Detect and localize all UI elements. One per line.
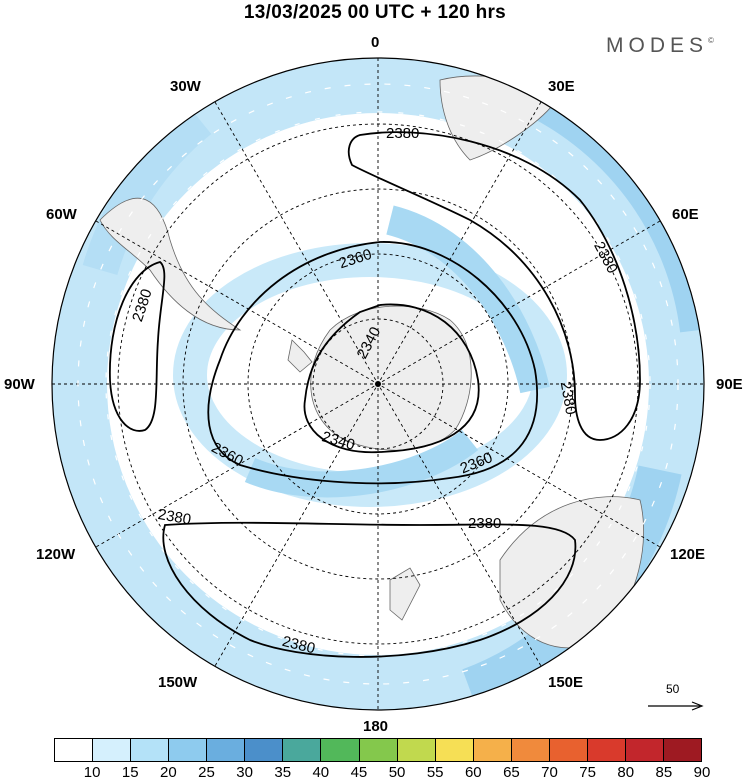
- colorbar-tick-label: 15: [121, 764, 139, 781]
- contour-2380-west: [109, 261, 166, 432]
- colorbar-swatch: [587, 739, 626, 761]
- colorbar-tick-label: 20: [160, 764, 177, 781]
- lon-label-180: 180: [363, 718, 389, 735]
- contour-2380-south: [162, 521, 577, 658]
- height-contours: [109, 131, 641, 658]
- colorbar-swatch: [435, 739, 474, 761]
- lon-label-60e: 60E: [672, 206, 699, 223]
- lon-label-30e: 30E: [548, 78, 575, 95]
- colorbar-swatch: [625, 739, 664, 761]
- contour-2380-east: [347, 131, 641, 441]
- contour-label: 2380: [557, 380, 580, 416]
- colorbar-tick-label: 40: [312, 764, 330, 781]
- colorbar-swatch: [397, 739, 436, 761]
- colorbar: [54, 738, 702, 762]
- colorbar-tick-label: 50: [388, 764, 406, 781]
- contour-label: 2380: [468, 515, 501, 532]
- colorbar-tick-label: 90: [693, 764, 711, 781]
- colorbar-swatch: [473, 739, 512, 761]
- copyright-mark: ©: [708, 36, 714, 45]
- modes-logo: MODES©: [606, 34, 714, 58]
- lon-label-150w: 150W: [158, 674, 198, 691]
- lon-label-120w: 120W: [36, 546, 76, 563]
- south-pole-marker: [375, 381, 381, 387]
- contour-2340: [303, 303, 480, 454]
- colorbar-swatch: [207, 739, 246, 761]
- colorbar-tick-label: 25: [198, 764, 215, 781]
- colorbar-tick-label: 35: [274, 764, 292, 781]
- colorbar-tick-label: 85: [655, 764, 673, 781]
- colorbar-swatch: [321, 739, 360, 761]
- colorbar-tick-label: 75: [579, 764, 596, 781]
- colorbar-labels: 10 15 20 25 30 35 40 45 50 55 60 65 70 75 80 85 90: [0, 764, 750, 782]
- colorbar-tick-label: 60: [464, 764, 482, 781]
- lon-label-0: 0: [371, 34, 380, 51]
- wind-vectors: [77, 83, 679, 685]
- colorbar-tick-label: 30: [236, 764, 253, 781]
- map-field: 2380 2380 2380 2380 2360 2360 2360 2340 …: [52, 58, 704, 710]
- colorbar-tick-label: 10: [83, 764, 101, 781]
- new-zealand: [389, 567, 421, 621]
- contour-label: 2380: [157, 506, 193, 529]
- brand-name: MODES: [606, 34, 709, 57]
- lon-label-150e: 150E: [548, 674, 584, 691]
- lon-label-60w: 60W: [46, 206, 77, 223]
- colorbar-swatch: [55, 739, 94, 761]
- colorbar-swatch: [664, 739, 702, 761]
- colorbar-swatch: [169, 739, 208, 761]
- map-title: 13/03/2025 00 UTC + 120 hrs: [243, 2, 507, 23]
- colorbar-swatch: [245, 739, 284, 761]
- colorbar-tick-label: 65: [503, 764, 520, 781]
- contour-label: 2380: [386, 125, 419, 142]
- lon-label-90w: 90W: [4, 376, 35, 393]
- colorbar-tick-label: 70: [541, 764, 558, 781]
- inner-jet-core-south: [244, 429, 479, 498]
- lon-label-120e: 120E: [670, 546, 706, 563]
- colorbar-swatch: [359, 739, 398, 761]
- colorbar-swatch: [93, 739, 132, 761]
- antarctic-peninsula: [287, 339, 313, 373]
- colorbar-tick-label: 55: [426, 764, 444, 781]
- contour-2360: [207, 241, 539, 485]
- antarctica: [310, 305, 472, 451]
- colorbar-tick-label: 80: [617, 764, 635, 781]
- colorbar-swatch: [131, 739, 170, 761]
- reference-vector: [648, 701, 704, 711]
- colorbar-swatch: [511, 739, 550, 761]
- jet-core-west: [82, 105, 212, 276]
- australia: [499, 496, 645, 649]
- colorbar-swatch: [549, 739, 588, 761]
- colorbar-swatch: [283, 739, 322, 761]
- lon-label-90e: 90E: [716, 376, 743, 393]
- reference-vector-label: 50: [666, 682, 680, 696]
- colorbar-tick-label: 45: [350, 764, 368, 781]
- map-border: [51, 57, 705, 711]
- lon-label-30w: 30W: [170, 78, 201, 95]
